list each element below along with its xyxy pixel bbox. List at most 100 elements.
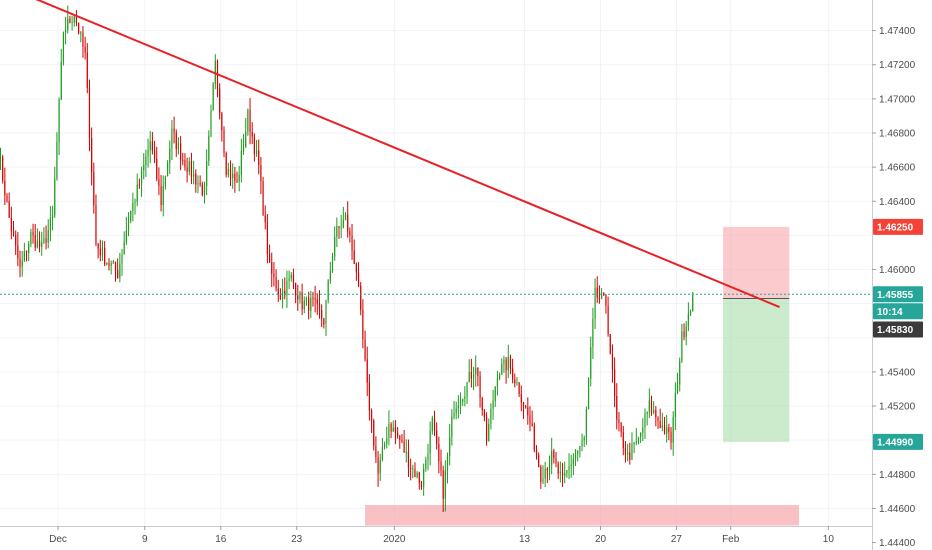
candle-body xyxy=(488,423,490,442)
candle-body xyxy=(104,247,106,265)
candle xyxy=(616,383,618,430)
candle xyxy=(689,309,692,317)
candle xyxy=(38,231,41,253)
candle xyxy=(416,470,418,479)
candle-body xyxy=(527,407,529,416)
candle-body xyxy=(436,430,438,445)
candle xyxy=(19,250,21,278)
candle-body xyxy=(305,297,308,301)
candle xyxy=(266,214,269,264)
candle xyxy=(681,323,683,363)
candle-body xyxy=(316,299,318,304)
candle-body xyxy=(73,16,75,23)
candle-body xyxy=(238,174,240,182)
candle-body xyxy=(449,436,451,456)
candle-body xyxy=(655,410,657,418)
trendline-line[interactable] xyxy=(25,0,780,308)
candle xyxy=(436,422,438,450)
candle-body xyxy=(594,287,596,319)
candle xyxy=(127,212,130,237)
candle xyxy=(687,302,689,332)
candle xyxy=(180,136,182,171)
candle xyxy=(67,5,69,34)
candle xyxy=(153,140,156,164)
candle xyxy=(529,406,531,432)
candle xyxy=(377,450,379,487)
candle xyxy=(47,219,49,249)
price-tick-label: 1.44600 xyxy=(879,504,916,515)
candle xyxy=(325,299,327,337)
candle xyxy=(674,382,676,430)
candle xyxy=(466,381,468,405)
candle xyxy=(104,241,106,267)
candle xyxy=(193,160,195,185)
trendline[interactable] xyxy=(25,0,780,308)
candle-body xyxy=(314,298,316,300)
candle xyxy=(414,462,416,478)
countdown-badge-label: 10:14 xyxy=(877,307,903,318)
candle-body xyxy=(383,443,386,447)
candle xyxy=(366,346,368,397)
candle-body xyxy=(132,202,134,212)
candle-body xyxy=(38,240,41,247)
candle-body xyxy=(8,201,10,218)
candle-body xyxy=(544,468,546,479)
candle xyxy=(451,409,453,446)
candle xyxy=(227,162,229,178)
candle-body xyxy=(121,254,123,264)
candle xyxy=(622,425,624,456)
candle-body xyxy=(446,455,449,471)
candle-body xyxy=(329,271,331,281)
candle xyxy=(564,461,566,484)
candle-body xyxy=(564,473,566,476)
candle-body xyxy=(683,331,685,337)
candle-body xyxy=(540,466,542,482)
candle-body xyxy=(644,413,646,428)
candle-body xyxy=(232,173,234,179)
price-axis[interactable]: 1.47600 1.47400 1.47200 1.47000 1.46800 1.466… xyxy=(872,0,932,550)
candle xyxy=(4,167,6,206)
candle-body xyxy=(67,18,69,30)
candle xyxy=(355,262,357,281)
candle-body xyxy=(548,464,551,471)
candle xyxy=(438,436,440,474)
candle xyxy=(635,428,637,446)
target-badge-label: 1.44990 xyxy=(877,437,914,448)
candle xyxy=(640,432,642,444)
candle-body xyxy=(234,173,236,181)
candle-body xyxy=(186,167,188,172)
candle xyxy=(516,376,518,386)
candle xyxy=(364,330,366,362)
time-axis[interactable]: Dec 9 16 23 2020 13 20 27 Feb 10 xyxy=(0,526,872,550)
candle-body xyxy=(631,444,633,460)
candle-body xyxy=(444,470,446,499)
candle xyxy=(548,455,551,481)
candle xyxy=(334,226,336,261)
candle-body xyxy=(262,181,264,216)
candle-body xyxy=(472,374,475,379)
candle xyxy=(260,157,262,195)
candle-body xyxy=(687,313,689,327)
candle xyxy=(670,427,672,450)
candle-body xyxy=(4,180,6,196)
candle-body xyxy=(425,460,427,469)
candle xyxy=(43,227,45,244)
candle-body xyxy=(657,417,659,422)
candlesticks xyxy=(0,5,694,512)
candle xyxy=(496,370,499,396)
candle xyxy=(232,163,234,189)
candle xyxy=(568,453,570,480)
candle-body xyxy=(312,297,314,299)
candle xyxy=(281,278,284,309)
candle xyxy=(423,463,425,496)
candle xyxy=(338,225,340,239)
candle-body xyxy=(51,215,54,218)
candle xyxy=(418,471,420,490)
candle-body xyxy=(477,367,479,377)
candle xyxy=(277,279,279,303)
price-tick-label: 1.46800 xyxy=(879,128,916,139)
candle xyxy=(494,386,496,407)
candle-body xyxy=(431,418,433,431)
current-price-badge-bg xyxy=(873,286,923,303)
